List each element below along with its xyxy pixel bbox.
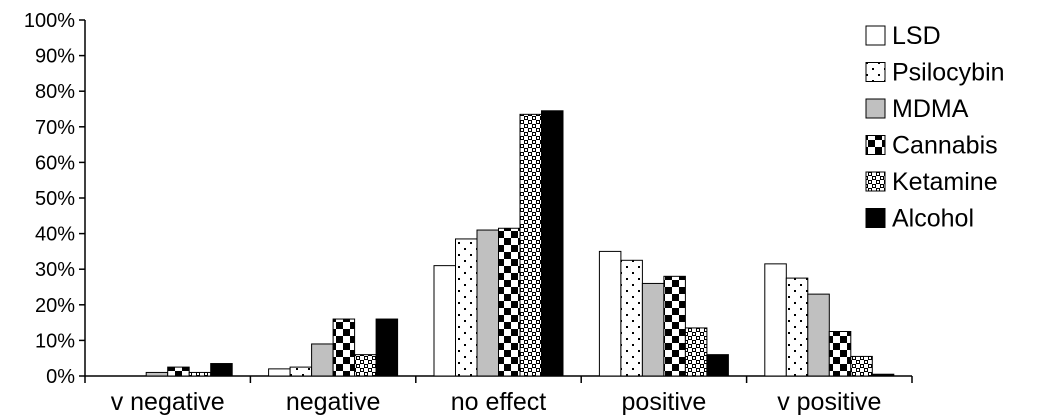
y-tick-label: 10% bbox=[35, 330, 75, 352]
x-category-label: no effect bbox=[451, 388, 547, 416]
y-tick-label: 20% bbox=[35, 295, 75, 317]
bar bbox=[850, 355, 873, 377]
bar bbox=[684, 327, 708, 377]
legend: LSD Psilocybin MDMA Cannabis Ketamine Alcohol bbox=[865, 22, 1005, 233]
bar bbox=[598, 250, 622, 377]
bar bbox=[785, 277, 809, 377]
bar bbox=[476, 229, 499, 377]
y-tick-label: 100% bbox=[24, 10, 75, 32]
x-axis: v negative negative no effect positive v pos… bbox=[84, 375, 913, 416]
bar bbox=[519, 113, 542, 377]
x-category-label: v negative bbox=[111, 388, 225, 416]
bar bbox=[455, 238, 478, 377]
bar bbox=[289, 366, 313, 377]
legend-label: MDMA bbox=[892, 95, 969, 123]
y-tick-label: 80% bbox=[35, 81, 75, 103]
legend-swatch bbox=[865, 62, 886, 82]
legend-label: Cannabis bbox=[892, 132, 998, 160]
bar bbox=[311, 343, 334, 377]
legend-label: Ketamine bbox=[892, 168, 998, 196]
bar bbox=[375, 318, 399, 377]
y-tick-label: 50% bbox=[35, 188, 75, 210]
legend-swatch bbox=[865, 135, 886, 155]
y-tick-label: 70% bbox=[35, 117, 75, 139]
bar bbox=[268, 368, 291, 377]
legend-swatch bbox=[865, 25, 886, 46]
bar bbox=[167, 366, 190, 377]
bar bbox=[498, 227, 521, 377]
x-category-label: positive bbox=[622, 388, 707, 416]
legend-swatch bbox=[865, 208, 886, 228]
bars bbox=[145, 110, 895, 377]
x-category-label: v positive bbox=[777, 388, 881, 416]
y-tick-label: 40% bbox=[35, 224, 75, 246]
bar bbox=[663, 275, 686, 377]
legend-label: Alcohol bbox=[892, 205, 974, 233]
legend-swatch bbox=[865, 171, 886, 192]
bar bbox=[354, 354, 377, 377]
y-tick-label: 0% bbox=[46, 366, 75, 388]
y-tick-label: 30% bbox=[35, 259, 75, 281]
bar bbox=[764, 263, 787, 377]
bar bbox=[188, 371, 212, 377]
bar bbox=[807, 293, 830, 377]
bar bbox=[433, 265, 456, 377]
bar bbox=[641, 282, 665, 377]
x-category-label: negative bbox=[286, 388, 381, 416]
bar bbox=[871, 373, 895, 377]
legend-label: Psilocybin bbox=[892, 59, 1005, 87]
bar bbox=[620, 259, 643, 377]
bar bbox=[145, 371, 169, 377]
y-tick-label: 90% bbox=[35, 46, 75, 68]
legend-swatch bbox=[865, 98, 886, 119]
y-tick-label: 60% bbox=[35, 152, 75, 174]
legend-label: LSD bbox=[892, 22, 941, 50]
y-axis: 0% 10% 20% 30% 40% 50% 60% 70% 80% 90% 100% bbox=[24, 10, 86, 388]
bar bbox=[332, 318, 356, 377]
bar bbox=[828, 331, 852, 377]
bar bbox=[706, 354, 729, 377]
bar bbox=[210, 363, 233, 377]
bar bbox=[541, 110, 564, 377]
